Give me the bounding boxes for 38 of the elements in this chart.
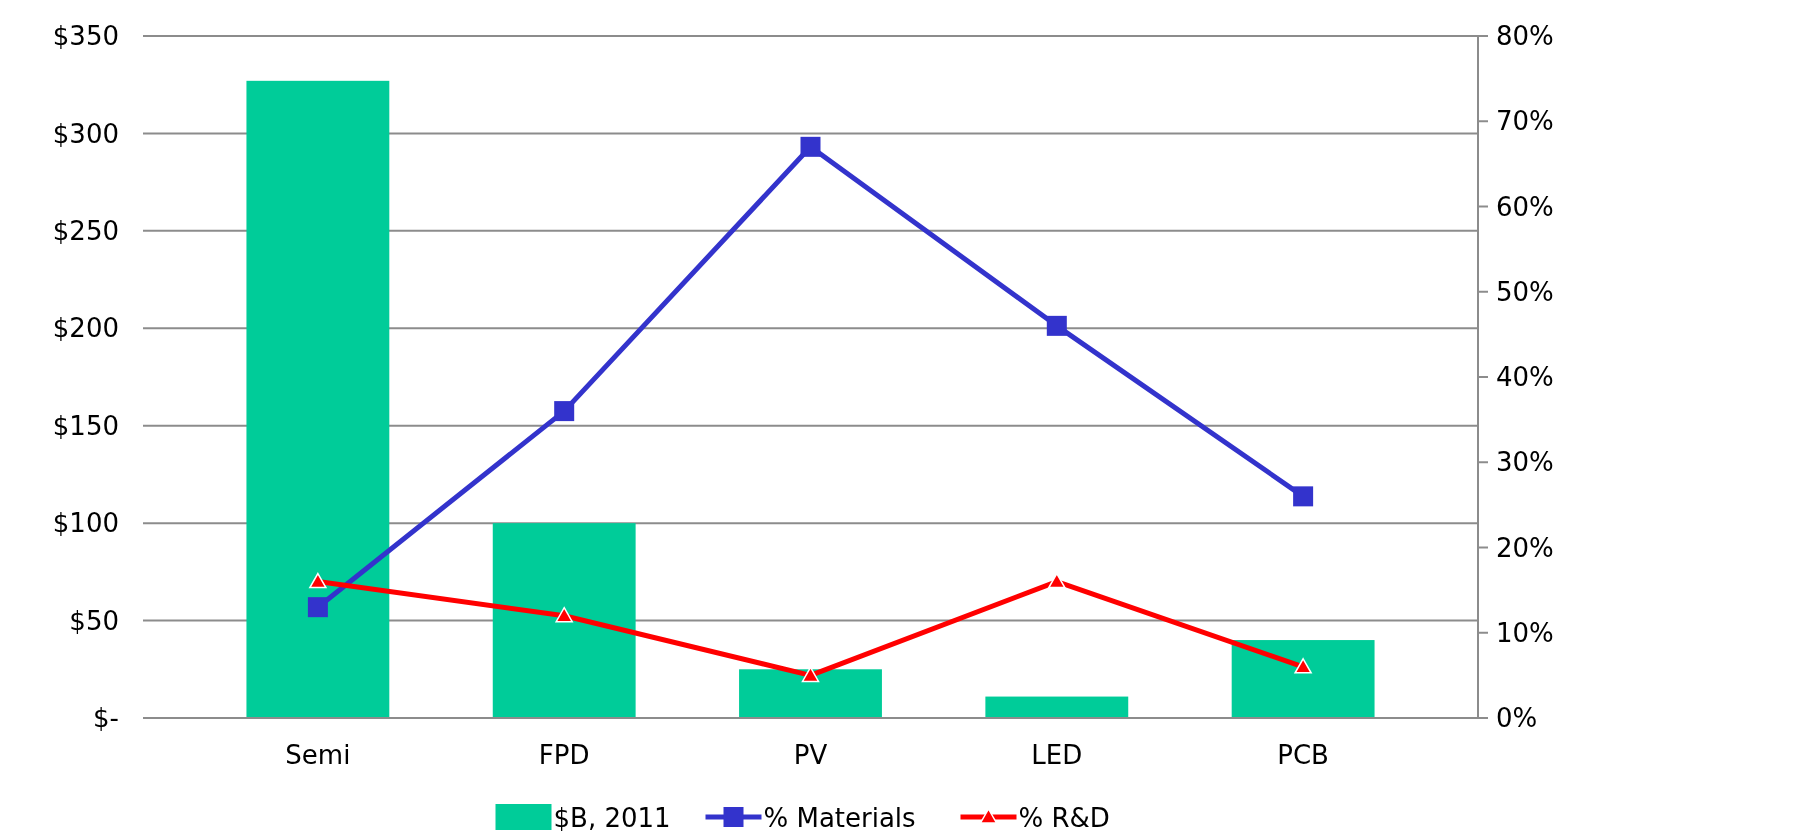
bar — [985, 696, 1129, 718]
legend-label: % Materials — [763, 803, 916, 834]
point — [1294, 658, 1312, 674]
y-tick-label: $- — [93, 703, 119, 734]
bar — [246, 80, 390, 718]
y-tick-label: $250 — [52, 215, 119, 246]
y-tick-label: $350 — [52, 21, 119, 52]
x-tick-label: PV — [793, 740, 828, 770]
y2-tick-label: 20% — [1496, 532, 1554, 563]
point — [554, 401, 575, 422]
y2-tick-label: 0% — [1496, 703, 1538, 734]
y-tick-label: $150 — [52, 410, 119, 441]
x-tick-label: FPD — [538, 740, 590, 770]
y2-tick-label: 60% — [1496, 191, 1554, 222]
x-tick-label: Semi — [285, 740, 351, 770]
point — [309, 572, 327, 589]
y2-tick-label: 50% — [1496, 276, 1554, 307]
y2-tick-label: 70% — [1496, 106, 1554, 137]
y-tick-label: $50 — [69, 605, 119, 636]
point — [1293, 486, 1314, 507]
y-tick-label: $100 — [52, 508, 119, 539]
point — [1046, 315, 1067, 336]
x-tick-label: LED — [1031, 740, 1083, 770]
point — [555, 606, 573, 623]
legend-label: % R&D — [1018, 803, 1110, 834]
point — [800, 136, 821, 157]
y2-tick-label: 80% — [1496, 21, 1554, 52]
y-tick-label: $300 — [52, 118, 119, 149]
bar — [739, 669, 882, 718]
point — [307, 597, 328, 618]
y2-tick-label: 30% — [1496, 447, 1554, 478]
x-tick-label: PCB — [1277, 740, 1329, 770]
y-tick-label: $200 — [52, 313, 119, 344]
legend-label: $B, 2011 — [553, 803, 671, 834]
y2-tick-label: 40% — [1496, 362, 1554, 393]
y2-tick-label: 10% — [1496, 617, 1554, 648]
bar — [1231, 640, 1375, 718]
bar — [492, 523, 636, 718]
